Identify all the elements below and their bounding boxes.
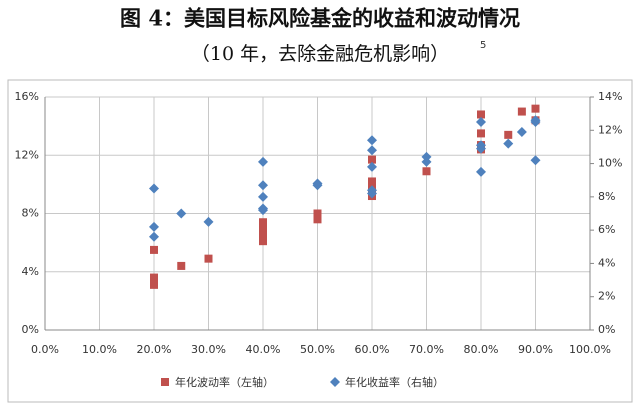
point: [149, 231, 159, 242]
y2-tick-label: 12%: [598, 123, 622, 136]
x-tick-label: 60.0%: [355, 343, 390, 356]
point: [204, 254, 213, 263]
point: [367, 161, 377, 172]
point: [367, 145, 377, 156]
y-tick-label: 4%: [22, 265, 39, 278]
x-tick-label: 10.0%: [82, 343, 117, 356]
x-tick-label: 70.0%: [409, 343, 444, 356]
y-tick-label: 16%: [15, 90, 39, 103]
point: [150, 273, 158, 282]
point: [421, 156, 432, 167]
point: [313, 215, 322, 224]
point: [150, 280, 158, 289]
y-tick-label: 8%: [22, 207, 39, 220]
point: [517, 107, 526, 116]
point: [503, 138, 514, 149]
footnote-mark: 5: [480, 40, 486, 51]
x-tick-label: 20.0%: [137, 343, 172, 356]
legend-marker: [330, 377, 340, 387]
x-tick-label: 40.0%: [246, 343, 281, 356]
point: [149, 183, 159, 194]
legend-label: 年化收益率（右轴）: [345, 375, 444, 389]
y2-tick-label: 6%: [598, 223, 615, 236]
point: [504, 130, 513, 139]
x-tick-label: 30.0%: [191, 343, 226, 356]
point: [258, 156, 268, 167]
point: [422, 167, 431, 176]
legend-marker: [161, 378, 169, 386]
point: [258, 191, 268, 202]
point: [368, 155, 376, 164]
point: [176, 208, 187, 219]
chart-title: 图 4：美国目标风险基金的收益和波动情况: [120, 6, 520, 31]
point: [367, 188, 377, 199]
point: [476, 143, 486, 154]
point: [258, 205, 268, 216]
point: [367, 135, 377, 146]
point: [476, 116, 486, 127]
legend-label: 年化波动率（左轴）: [175, 375, 274, 389]
point: [203, 216, 214, 227]
point: [259, 231, 267, 240]
point: [476, 166, 486, 177]
y2-tick-label: 4%: [598, 256, 615, 269]
point: [150, 245, 158, 254]
y2-tick-label: 14%: [598, 90, 622, 103]
x-tick-label: 100.0%: [569, 343, 611, 356]
x-tick-label: 90.0%: [518, 343, 553, 356]
y2-tick-label: 2%: [598, 290, 615, 303]
y-tick-label: 0%: [22, 323, 39, 336]
x-tick-label: 0.0%: [31, 343, 59, 356]
point: [259, 225, 267, 234]
y2-tick-label: 0%: [598, 323, 615, 336]
point: [149, 221, 159, 232]
chart-frame: [7, 79, 633, 403]
point: [531, 104, 540, 113]
chart-subtitle: （10 年，去除金融危机影响）: [191, 43, 449, 65]
point: [313, 209, 322, 218]
point: [516, 126, 527, 137]
y2-tick-label: 10%: [598, 157, 622, 170]
y-tick-label: 12%: [15, 148, 39, 161]
x-tick-label: 50.0%: [300, 343, 335, 356]
point: [530, 155, 541, 166]
point: [259, 237, 267, 246]
y2-tick-label: 8%: [598, 190, 615, 203]
point: [477, 110, 485, 119]
point: [258, 180, 268, 191]
point: [477, 129, 485, 138]
point: [312, 180, 323, 191]
point: [259, 218, 267, 227]
point: [177, 261, 186, 270]
point: [368, 177, 376, 186]
point: [530, 116, 541, 127]
x-tick-label: 80.0%: [464, 343, 499, 356]
